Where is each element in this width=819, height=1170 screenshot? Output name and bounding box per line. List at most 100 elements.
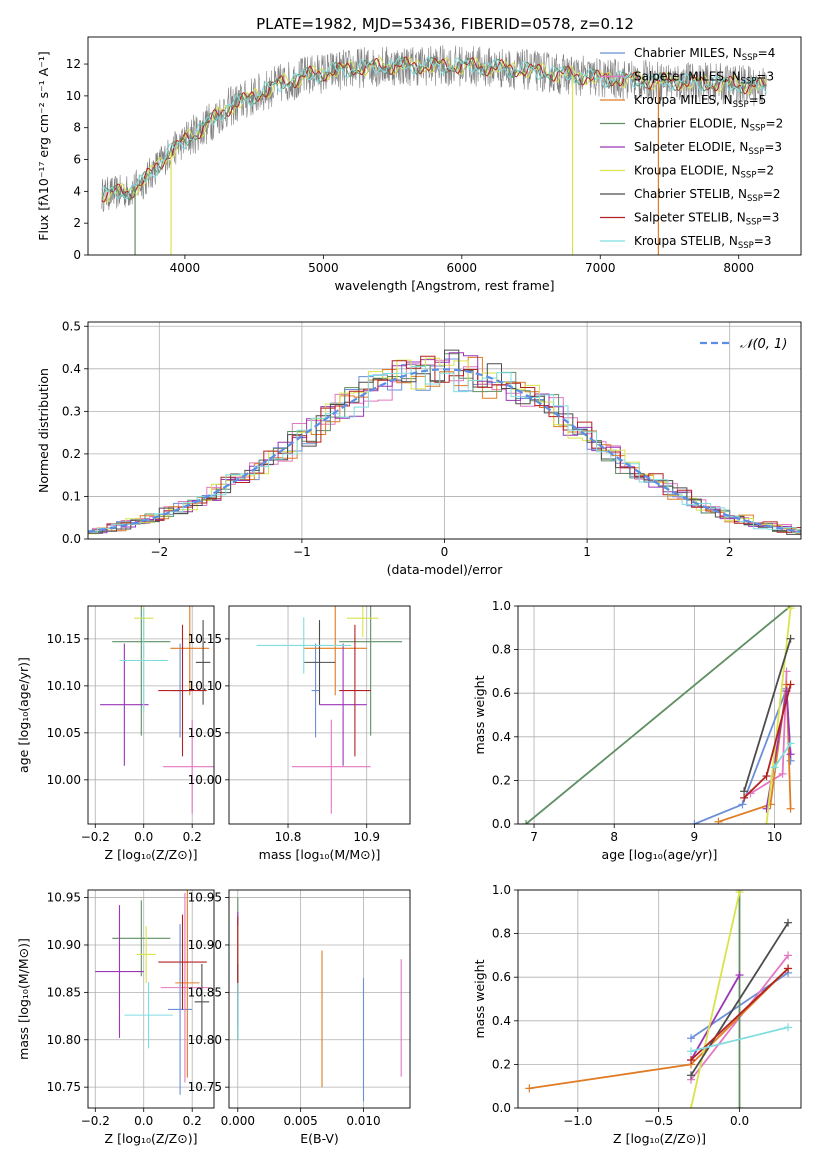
weights_vs_age-ytick-label: 0.2: [492, 773, 511, 787]
age_vs_Z-axes: −0.2 0.0 0.2 10.00 10.05 10.10 10.15 Z [log₁₀(Z…: [16, 605, 215, 862]
mass_vs_EBV-frame: [228, 889, 411, 1109]
weights_vs_age-ylabel: mass weight: [472, 675, 487, 754]
spectrum-xtick-label: 4000: [170, 261, 201, 275]
mass_vs_Z-xtick-label: −0.2: [81, 1114, 110, 1128]
weights_vs_age-axes: 7 8 9 10 0.0 0.2 0.4 0.6 0.8 1.0 age [log₁₀(age/yr…: [472, 599, 802, 862]
legend-entry: Kroupa STELIB, NSSP=3: [634, 234, 772, 251]
mass_vs_EBV-xlabel: E(B-V): [300, 1131, 339, 1146]
spectrum-model-line: [101, 56, 767, 201]
legend-entry-tail: =4: [758, 46, 776, 60]
residuals-ytick-label: 0.0: [62, 532, 81, 546]
legend-entry-sub: SSP: [746, 218, 762, 228]
weights_vs_Z-xtick-label: 0.0: [730, 1114, 749, 1128]
spectrum-xtick-label: 5000: [308, 261, 339, 275]
age_vs_Z-xtick-label: −0.2: [81, 830, 110, 844]
age_vs_mass-ytick-label: 10.00: [188, 773, 222, 787]
spectrum-xtick-label: 6000: [447, 261, 478, 275]
residuals-ytick-label: 0.2: [62, 447, 81, 461]
mass_vs_Z-ytick-label: 10.75: [47, 1080, 81, 1094]
weights_vs_Z-ytick-label: 1.0: [492, 883, 511, 897]
spectrum-plot: [101, 45, 767, 255]
mass_vs_Z-plot: [95, 890, 210, 1095]
weights_vs_age-ytick-label: 0.6: [492, 686, 511, 700]
normal-reference-curve: [88, 368, 801, 533]
mass_vs_EBV-ytick-label: 10.80: [188, 1033, 222, 1047]
weight-line: [765, 608, 792, 824]
spectrum-xtick-label: 8000: [723, 261, 754, 275]
legend-entry: Chabrier ELODIE, NSSP=2: [634, 117, 783, 134]
legend-entry: Chabrier MILES, NSSP=4: [634, 46, 775, 63]
residuals-xtick-label: 2: [726, 545, 734, 559]
spectrum-data-line: [101, 45, 767, 213]
spectrum-ytick-label: 0: [73, 248, 81, 262]
spectrum-model-line: [101, 57, 767, 204]
age_vs_mass-xlabel: mass [log₁₀(M/M⊙)]: [259, 847, 381, 862]
weights_vs_age-xtick-label: 10: [767, 830, 782, 844]
age_vs_mass-ytick-label: 10.10: [188, 679, 222, 693]
legend-entry: Chabrier STELIB, NSSP=2: [634, 187, 781, 204]
mass_vs_Z-ytick-label: 10.95: [47, 891, 81, 905]
spectrum-frame: [87, 36, 802, 256]
residuals-ytick-label: 0.3: [62, 404, 81, 418]
legend-entry-sub: SSP: [748, 147, 764, 157]
legend-entry-sub: SSP: [742, 53, 758, 63]
spectrum-ytick-label: 8: [73, 121, 81, 135]
mass_vs_Z-frame: [87, 889, 215, 1109]
age_vs_mass-xtick-label: 10.8: [275, 830, 302, 844]
mass_vs_EBV-ytick-label: 10.75: [188, 1080, 222, 1094]
weight-line: [690, 892, 741, 1108]
residuals-xlabel: (data-model)/error: [387, 562, 504, 577]
legend-entry-tail: =3: [756, 70, 774, 84]
legend-entry: Kroupa ELODIE, NSSP=2: [634, 164, 774, 181]
weight-line: [690, 1026, 789, 1053]
spectrum-xlabel: wavelength [Angstrom, rest frame]: [334, 278, 554, 293]
weights_vs_Z-ytick-label: 0.6: [492, 970, 511, 984]
residual-histogram: [88, 349, 801, 538]
legend-entry-sub: SSP: [750, 124, 766, 134]
legend-entry-tail: =3: [754, 234, 772, 248]
weights_vs_Z-plot: [525, 890, 793, 1108]
residuals-ytick-label: 0.1: [62, 489, 81, 503]
age_vs_Z-xtick-label: 0.0: [134, 830, 153, 844]
mass_vs_Z-ytick-label: 10.90: [47, 938, 81, 952]
residuals-ylabel: Normed distribution: [36, 368, 51, 493]
mass_vs_EBV-ytick-label: 10.90: [188, 938, 222, 952]
residual-histogram: [88, 357, 801, 535]
age_vs_Z-xlabel: Z [log₁₀(Z/Z⊙)]: [105, 847, 198, 862]
age_vs_Z-ytick-label: 10.05: [47, 726, 81, 740]
age_vs_Z-ytick-label: 10.15: [47, 632, 81, 646]
age_vs_mass-axes: 10.8 10.9 10.00 10.05 10.10 10.15 mass [log₁₀(…: [188, 605, 411, 862]
weights_vs_age-ytick-label: 0.0: [492, 817, 511, 831]
weights_vs_age-frame: [517, 605, 802, 825]
mass_vs_Z-ytick-label: 10.80: [47, 1033, 81, 1047]
residuals-axes: −2 −1 0 1 2 0.0 0.1 0.2 0.3 0.4 0.5 (data-model)/er…: [36, 319, 802, 577]
weights_vs_age-xtick-label: 9: [691, 830, 699, 844]
spectrum-ylabel: Flux [fλ10⁻¹⁷ erg cm⁻² s⁻¹ A⁻¹]: [36, 51, 51, 240]
age_vs_mass-ytick-label: 10.05: [188, 726, 222, 740]
residuals-ytick-label: 0.5: [62, 319, 81, 333]
mass_vs_Z-xtick-label: 0.0: [134, 1114, 153, 1128]
residuals-frame: [87, 321, 802, 540]
mass_vs_Z-xtick-label: 0.2: [183, 1114, 202, 1128]
weight-line: [690, 967, 789, 1061]
spectrum-ytick-label: 2: [73, 216, 81, 230]
legend-entry-tail: =2: [766, 117, 784, 131]
legend-entry-sub: SSP: [747, 194, 763, 204]
weights_vs_age-xtick-label: 8: [610, 830, 618, 844]
spectrum-ytick-label: 6: [73, 153, 81, 167]
weights_vs_age-ytick-label: 1.0: [492, 599, 511, 613]
spectrum-ytick-label: 4: [73, 184, 81, 198]
weight-line: [690, 922, 789, 1076]
age_vs_Z-ytick-label: 10.00: [47, 773, 81, 787]
figure-title: PLATE=1982, MJD=53436, FIBERID=0578, z=0…: [256, 15, 634, 33]
spectrum-xtick-label: 7000: [585, 261, 616, 275]
weight-line: [773, 742, 792, 768]
weights_vs_age-ytick-label: 0.4: [492, 730, 511, 744]
legend-entry-tail: =2: [756, 164, 774, 178]
weights_vs_Z-xlabel: Z [log₁₀(Z/Z⊙)]: [613, 1131, 706, 1146]
mass_vs_EBV-xtick-label: 0.000: [221, 1114, 255, 1128]
age_vs_mass-frame: [228, 605, 411, 825]
legend-entry-tail: =2: [763, 187, 781, 201]
spectrum-axes: 4000 5000 6000 7000 8000 0 2 4 6 8 10 12 wavelength …: [36, 36, 802, 293]
